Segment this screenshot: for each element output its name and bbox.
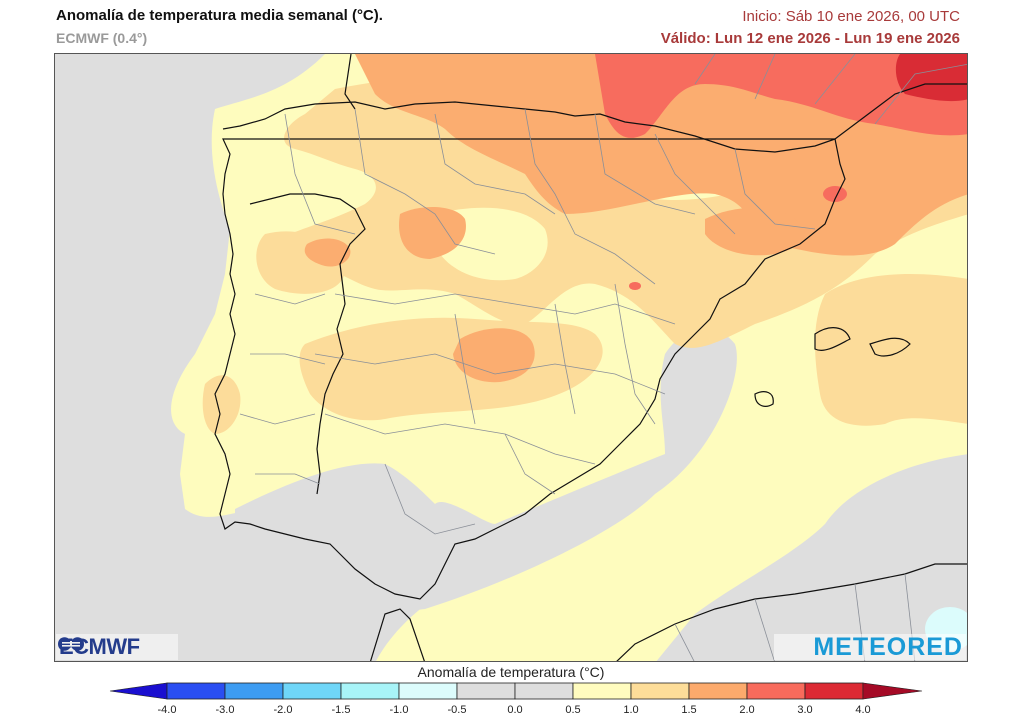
colorbar-bin [688, 682, 748, 700]
colorbar-max-triangle [862, 682, 923, 700]
colorbar-bin [746, 682, 806, 700]
ecmwf-logo: ECMWF [56, 634, 178, 660]
model-label: ECMWF (0.4°) [56, 30, 148, 46]
colorbar-tick-label: -3.0 [215, 704, 235, 716]
ecmwf-emblem-icon [58, 637, 84, 651]
valid-period: Válido: Lun 12 ene 2026 - Lun 19 ene 202… [660, 30, 960, 47]
colorbar-tick-label: -1.5 [331, 704, 351, 716]
colorbar-tick-label: 3.0 [797, 704, 813, 716]
colorbar-bin [282, 682, 342, 700]
colorbar-tick-label: 4.0 [855, 704, 871, 716]
colorbar-bin [224, 682, 284, 700]
colorbar-min-triangle [109, 682, 168, 700]
colorbar-tick-label: -0.5 [447, 704, 467, 716]
meteored-logo: METEORED [774, 632, 966, 661]
colorbar-tick-label: 1.0 [623, 704, 639, 716]
colorbar-tick-label: 1.5 [681, 704, 697, 716]
anomaly-zone-20-30-france [595, 54, 967, 138]
province-borders [239, 54, 967, 661]
init-time: Inicio: Sáb 10 ene 2026, 00 UTC [742, 8, 960, 25]
anomaly-zone-10-15-lisbon [202, 375, 241, 434]
meteored-logo-text: METEORED [813, 632, 963, 661]
colorbar-bin [398, 682, 458, 700]
colorbar-bin [340, 682, 400, 700]
anomaly-zone-20-30-spot [629, 282, 641, 290]
colorbar-bin [630, 682, 690, 700]
colorbar-bin [514, 682, 574, 700]
colorbar-bin [456, 682, 516, 700]
colorbar-tick-label: 0.0 [507, 704, 523, 716]
colorbar-tick-label: 2.0 [739, 704, 755, 716]
anomaly-zone-15-20-mancha [453, 328, 535, 383]
anomaly-zone-15-20-duero [399, 207, 466, 259]
colorbar-tick-label: 0.5 [565, 704, 581, 716]
anomaly-zone-10-15-baleares [815, 274, 967, 426]
colorbar-ticks: -4.0 -3.0 -2.0 -1.5 -1.0 -0.5 0.0 0.5 1.0 1.5 2.0 3… [0, 704, 1024, 718]
anomaly-zone-20-30-catalonia [823, 186, 847, 202]
legend-title: Anomalía de temperatura (°C) [0, 664, 1024, 680]
colorbar-bin [572, 682, 632, 700]
map-title: Anomalía de temperatura media semanal (°… [56, 7, 383, 24]
colorbar-bin [804, 682, 864, 700]
colorbar-tick-label: -4.0 [157, 704, 177, 716]
colorbar [109, 682, 923, 700]
anomaly-zone-15-20-ebro [705, 207, 805, 256]
anomaly-zone-neutral-south [235, 327, 737, 613]
colorbar-bin [166, 682, 226, 700]
colorbar-tick-label: -2.0 [273, 704, 293, 716]
legend-title-text: Anomalía de temperatura (°C) [417, 664, 605, 680]
anomaly-zone-30-40 [895, 54, 967, 102]
anomaly-zone-15-20-portugal [304, 238, 351, 267]
anomaly-map: ECMWF METEORED [54, 53, 968, 662]
map-canvas [171, 54, 967, 661]
colorbar-tick-label: -1.0 [389, 704, 409, 716]
